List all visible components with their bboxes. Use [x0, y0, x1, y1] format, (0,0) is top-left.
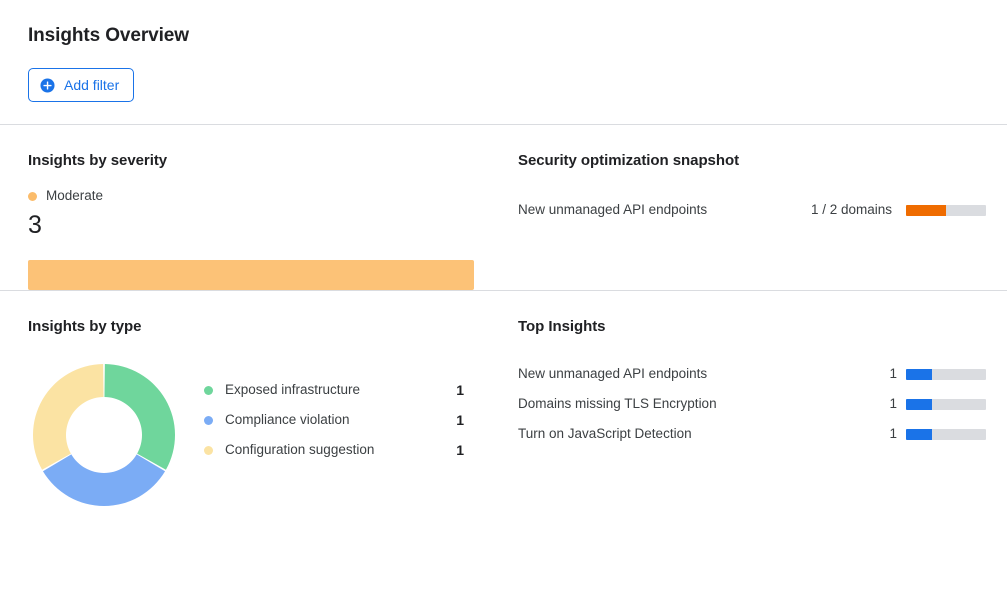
header-divider: [0, 124, 1007, 125]
section-divider: [0, 290, 1007, 291]
snapshot-row-value: 1 / 2 domains: [810, 202, 892, 217]
top-insight-progress-bar: [906, 398, 986, 410]
top-insights-row-list: New unmanaged API endpoints 1 Domains miss…: [518, 359, 986, 449]
snapshot-row-name: New unmanaged API endpoints: [518, 202, 708, 217]
severity-bar: [28, 260, 474, 290]
insights-by-type-donut-chart: [28, 359, 180, 511]
security-optimization-snapshot-title: Security optimization snapshot: [518, 152, 740, 169]
top-insight-progress-bar: [906, 368, 986, 380]
type-legend-label: Exposed infrastructure: [225, 382, 361, 397]
type-legend-item[interactable]: Compliance violation 1: [204, 405, 464, 435]
filter-bar: Add filter: [28, 68, 979, 124]
severity-moderate-dot: [28, 191, 37, 201]
type-legend-dot: [204, 385, 213, 395]
donut-slice[interactable]: [42, 454, 166, 506]
top-insights-panel: Top Insights New unmanaged API endpoints…: [510, 291, 1007, 511]
severity-moderate-label: Moderate: [46, 188, 104, 203]
type-legend-item[interactable]: Exposed infrastructure 1: [204, 375, 464, 405]
type-legend-label: Configuration suggestion: [225, 442, 375, 457]
top-insight-progress-fill: [906, 428, 933, 440]
snapshot-row-list: New unmanaged API endpoints 1 / 2 domains: [518, 197, 986, 223]
type-legend-dot: [204, 445, 213, 455]
donut-slice[interactable]: [104, 364, 175, 470]
insights-by-severity-title: Insights by severity: [28, 152, 168, 169]
top-insight-name: New unmanaged API endpoints: [518, 366, 708, 381]
insights-by-type-title: Insights by type: [28, 318, 142, 335]
top-insight-row[interactable]: New unmanaged API endpoints 1: [518, 359, 986, 389]
type-legend-count: 1: [456, 382, 464, 398]
security-optimization-snapshot-panel: Security optimization snapshot New unman…: [510, 125, 1007, 290]
top-insight-progress-fill: [906, 398, 933, 410]
snapshot-row[interactable]: New unmanaged API endpoints 1 / 2 domains: [518, 197, 986, 223]
top-insight-name: Domains missing TLS Encryption: [518, 396, 717, 411]
top-insight-progress-fill: [906, 368, 933, 380]
top-insight-count: 1: [889, 366, 897, 381]
top-insight-name: Turn on JavaScript Detection: [518, 426, 692, 441]
insights-by-type-panel: Insights by type Exposed infrastructure 1…: [0, 291, 510, 511]
snapshot-row-progress-bar: [906, 204, 986, 216]
severity-snapshot-section: Insights by severity Moderate 3 Security…: [0, 125, 1007, 290]
type-topinsights-section: Insights by type Exposed infrastructure 1…: [0, 291, 1007, 511]
add-filter-label: Add filter: [64, 77, 120, 93]
page-header: Insights Overview Add filter: [0, 0, 1007, 124]
top-insight-row[interactable]: Domains missing TLS Encryption 1: [518, 389, 986, 419]
donut-slice[interactable]: [33, 364, 104, 470]
top-insight-row[interactable]: Turn on JavaScript Detection 1: [518, 419, 986, 449]
type-legend-item[interactable]: Configuration suggestion 1: [204, 435, 464, 465]
type-legend-dot: [204, 415, 213, 425]
top-insights-title: Top Insights: [518, 318, 606, 335]
insights-by-severity-panel: Insights by severity Moderate 3: [0, 125, 510, 290]
top-insight-count: 1: [889, 426, 897, 441]
add-filter-button[interactable]: Add filter: [28, 68, 135, 102]
page-title: Insights Overview: [28, 25, 189, 46]
severity-legend: Moderate: [28, 187, 482, 205]
type-legend-count: 1: [456, 442, 464, 458]
severity-moderate-count: 3: [28, 211, 42, 239]
top-insight-progress-bar: [906, 428, 986, 440]
plus-circle-icon: [40, 77, 55, 93]
type-legend-count: 1: [456, 412, 464, 428]
insights-by-type-legend: Exposed infrastructure 1 Compliance violat…: [204, 359, 464, 465]
top-insight-count: 1: [889, 396, 897, 411]
type-legend-label: Compliance violation: [225, 412, 350, 427]
snapshot-row-progress-fill: [906, 204, 946, 216]
